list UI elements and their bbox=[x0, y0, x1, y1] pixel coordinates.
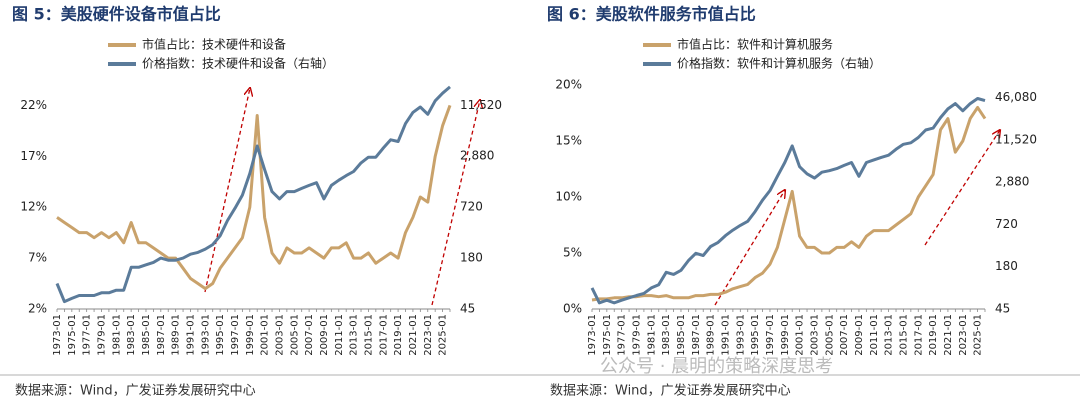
x-tick-label: 1995-01 bbox=[750, 314, 761, 356]
series-line bbox=[55, 85, 451, 304]
legend-label: 市值占比：技术硬件和设备 bbox=[142, 37, 286, 52]
x-tick-label: 1995-01 bbox=[215, 314, 226, 356]
x-tick-label: 2009-01 bbox=[319, 314, 330, 356]
y-tick-label: 7% bbox=[28, 251, 47, 265]
x-tick-label: 1993-01 bbox=[200, 314, 211, 356]
y2-tick-label: 2,880 bbox=[995, 175, 1029, 189]
x-tick-label: 1989-01 bbox=[171, 314, 182, 356]
x-tick-label: 1981-01 bbox=[646, 314, 657, 356]
y2-tick-label: 45 bbox=[460, 302, 475, 316]
x-tick-label: 1975-01 bbox=[602, 314, 613, 356]
x-tick-label: 1975-01 bbox=[67, 314, 78, 356]
y2-tick-label: 180 bbox=[995, 259, 1018, 273]
x-tick-label: 2015-01 bbox=[363, 314, 374, 356]
x-tick-label: 1997-01 bbox=[230, 314, 241, 356]
x-tick-label: 2003-01 bbox=[274, 314, 285, 356]
x-tick-label: 1983-01 bbox=[661, 314, 672, 356]
x-tick-label: 1991-01 bbox=[720, 314, 731, 356]
source-note: 数据来源：Wind，广发证券发展研究中心 bbox=[15, 383, 256, 399]
x-tick-label: 2015-01 bbox=[898, 314, 909, 356]
series-line bbox=[591, 105, 987, 302]
y2-tick-label: 180 bbox=[460, 251, 483, 265]
x-tick-label: 1979-01 bbox=[96, 314, 107, 356]
legend-label: 市值占比：软件和计算机服务 bbox=[677, 37, 833, 52]
x-tick-label: 2007-01 bbox=[839, 314, 850, 356]
y2-tick-label: 11,520 bbox=[995, 132, 1037, 146]
x-tick-label: 1987-01 bbox=[156, 314, 167, 356]
y2-tick-label: 720 bbox=[995, 217, 1018, 231]
y-tick-label: 17% bbox=[20, 149, 47, 163]
series-line bbox=[56, 104, 452, 291]
x-tick-label: 2005-01 bbox=[289, 314, 300, 356]
x-tick-label: 1981-01 bbox=[111, 314, 122, 356]
y2-tick-label: 45 bbox=[995, 302, 1010, 316]
y2-tick-label: 720 bbox=[460, 200, 483, 214]
annotation-arrow bbox=[431, 100, 480, 306]
y2-tick-label: 11,520 bbox=[460, 98, 502, 112]
y-tick-label: 0% bbox=[563, 302, 582, 316]
y-tick-label: 12% bbox=[20, 200, 47, 214]
source-note: 数据来源：Wind，广发证券发展研究中心 bbox=[550, 383, 791, 399]
y-tick-label: 10% bbox=[555, 190, 582, 204]
x-tick-label: 2013-01 bbox=[349, 314, 360, 356]
x-tick-label: 1999-01 bbox=[780, 314, 791, 356]
annotation-arrow bbox=[714, 190, 785, 306]
x-tick-label: 2003-01 bbox=[809, 314, 820, 356]
legend-label: 价格指数：技术硬件和设备（右轴） bbox=[142, 56, 334, 71]
x-tick-label: 1973-01 bbox=[587, 314, 598, 356]
watermark: 公众号 · 晨明的策略深度思考 bbox=[600, 356, 833, 377]
x-tick-label: 1987-01 bbox=[691, 314, 702, 356]
y-tick-label: 20% bbox=[555, 78, 582, 92]
x-tick-label: 2023-01 bbox=[958, 314, 969, 356]
chart-title: 图 5：美股硬件设备市值占比 bbox=[12, 5, 221, 24]
x-tick-label: 2023-01 bbox=[423, 314, 434, 356]
x-tick-label: 1997-01 bbox=[765, 314, 776, 356]
x-tick-label: 2005-01 bbox=[824, 314, 835, 356]
x-tick-label: 2019-01 bbox=[393, 314, 404, 356]
x-tick-label: 1993-01 bbox=[735, 314, 746, 356]
x-tick-label: 1977-01 bbox=[617, 314, 628, 356]
annotation-arrow bbox=[924, 130, 1000, 246]
y-tick-label: 22% bbox=[20, 98, 47, 112]
x-tick-label: 2007-01 bbox=[304, 314, 315, 356]
x-tick-label: 2019-01 bbox=[928, 314, 939, 356]
x-tick-label: 2025-01 bbox=[438, 314, 449, 356]
x-tick-label: 2001-01 bbox=[795, 314, 806, 356]
x-tick-label: 2017-01 bbox=[913, 314, 924, 356]
y2-tick-label: 2,880 bbox=[460, 149, 494, 163]
x-tick-label: 1991-01 bbox=[185, 314, 196, 356]
x-tick-label: 1983-01 bbox=[126, 314, 137, 356]
x-tick-label: 1985-01 bbox=[676, 314, 687, 356]
x-tick-label: 2011-01 bbox=[869, 314, 880, 356]
legend-label: 价格指数：软件和计算机服务（右轴） bbox=[677, 56, 881, 71]
x-tick-label: 2017-01 bbox=[378, 314, 389, 356]
x-tick-label: 2009-01 bbox=[854, 314, 865, 356]
x-tick-label: 2021-01 bbox=[943, 314, 954, 356]
x-tick-label: 2021-01 bbox=[408, 314, 419, 356]
x-tick-label: 1989-01 bbox=[706, 314, 717, 356]
x-tick-label: 1985-01 bbox=[141, 314, 152, 356]
chart-title: 图 6：美股软件服务市值占比 bbox=[547, 5, 756, 24]
y-tick-label: 5% bbox=[563, 246, 582, 260]
x-tick-label: 1973-01 bbox=[52, 314, 63, 356]
series-line bbox=[590, 97, 986, 305]
y-tick-label: 2% bbox=[28, 302, 47, 316]
y-tick-label: 15% bbox=[555, 134, 582, 148]
x-tick-label: 2013-01 bbox=[884, 314, 895, 356]
x-tick-label: 1979-01 bbox=[631, 314, 642, 356]
y2-tick-label: 46,080 bbox=[995, 90, 1037, 104]
x-tick-label: 1999-01 bbox=[245, 314, 256, 356]
x-tick-label: 1977-01 bbox=[82, 314, 93, 356]
x-tick-label: 2025-01 bbox=[973, 314, 984, 356]
x-tick-label: 2011-01 bbox=[334, 314, 345, 356]
x-tick-label: 2001-01 bbox=[260, 314, 271, 356]
